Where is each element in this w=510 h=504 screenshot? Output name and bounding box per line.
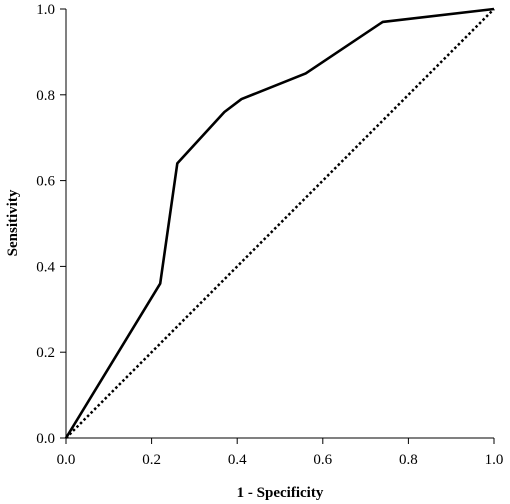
y-tick-label: 0.4 xyxy=(36,259,55,275)
x-axis-title: 1 - Specificity xyxy=(237,485,324,501)
x-tick-label: 1.0 xyxy=(485,452,504,468)
y-tick-label: 0.6 xyxy=(36,174,55,190)
y-tick-label: 0.0 xyxy=(36,431,55,447)
x-tick-label: 0.8 xyxy=(399,452,418,468)
x-tick-label: 0.4 xyxy=(228,452,247,468)
y-tick-label: 0.8 xyxy=(36,88,55,104)
ticks: 0.0 0.2 0.4 0.6 0.8 1.0 0.0 0.2 0.4 0.6 0.8 1.0 xyxy=(36,2,503,468)
axes xyxy=(65,9,494,439)
y-axis-title: Sensitivity xyxy=(5,189,21,256)
roc-curve-line xyxy=(64,7,495,439)
y-tick-label: 0.2 xyxy=(36,345,55,361)
x-tick-label: 0.0 xyxy=(57,452,76,468)
y-tick-label: 1.0 xyxy=(36,2,55,18)
reference-diagonal-line xyxy=(65,8,495,439)
series-group xyxy=(64,7,495,439)
x-tick-label: 0.6 xyxy=(313,452,332,468)
x-tick-label: 0.2 xyxy=(142,452,161,468)
